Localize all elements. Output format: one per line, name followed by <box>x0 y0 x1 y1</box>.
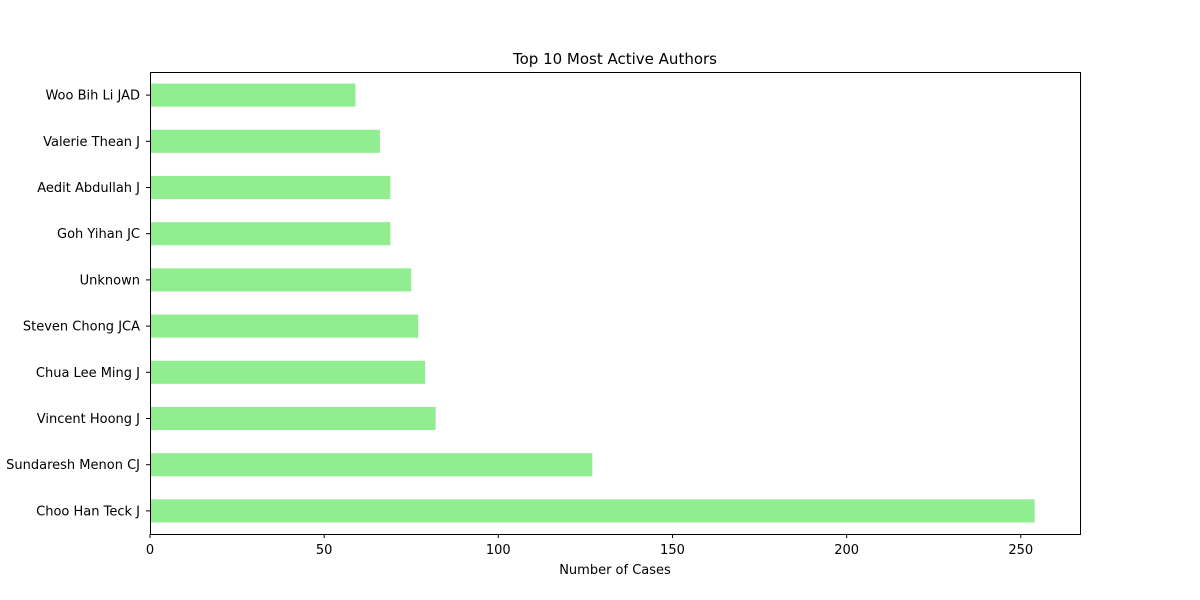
bar <box>150 360 426 384</box>
y-tick-label: Valerie Thean J <box>43 135 140 150</box>
y-tick-label: Steven Chong JCA <box>23 320 140 335</box>
x-tick-label: 150 <box>660 543 685 558</box>
y-tick-label: Aedit Abdullah J <box>37 181 140 196</box>
y-tick-label: Goh Yihan JC <box>57 227 140 242</box>
x-tick-label: 250 <box>1008 543 1033 558</box>
bar <box>150 83 356 107</box>
bars-group <box>150 83 1035 523</box>
bar <box>150 499 1035 523</box>
x-tick-label: 0 <box>146 543 154 558</box>
x-axis-label: Number of Cases <box>559 563 671 578</box>
chart-title: Top 10 Most Active Authors <box>512 50 717 68</box>
bar <box>150 175 391 200</box>
plot-frame <box>150 72 1081 535</box>
bar <box>150 268 412 292</box>
x-tick-label: 50 <box>316 543 333 558</box>
y-tick-label: Choo Han Teck J <box>36 504 140 519</box>
x-axis-ticks: 0 50 100 150 200 250 <box>146 534 1033 558</box>
y-tick-label: Unknown <box>80 273 140 288</box>
bar <box>150 129 380 153</box>
y-tick-label: Chua Lee Ming J <box>36 366 140 381</box>
x-tick-label: 100 <box>486 543 511 558</box>
bar <box>150 406 436 431</box>
y-tick-label: Sundaresh Menon CJ <box>6 458 140 473</box>
bar <box>150 453 593 477</box>
bar <box>150 314 419 338</box>
x-tick-label: 200 <box>834 543 859 558</box>
bar <box>150 222 391 246</box>
y-tick-label: Woo Bih Li JAD <box>45 89 140 104</box>
y-tick-label: Vincent Hoong J <box>37 412 140 427</box>
y-axis-ticks: Woo Bih Li JAD Valerie Thean J Aedit Abdul… <box>6 89 150 519</box>
